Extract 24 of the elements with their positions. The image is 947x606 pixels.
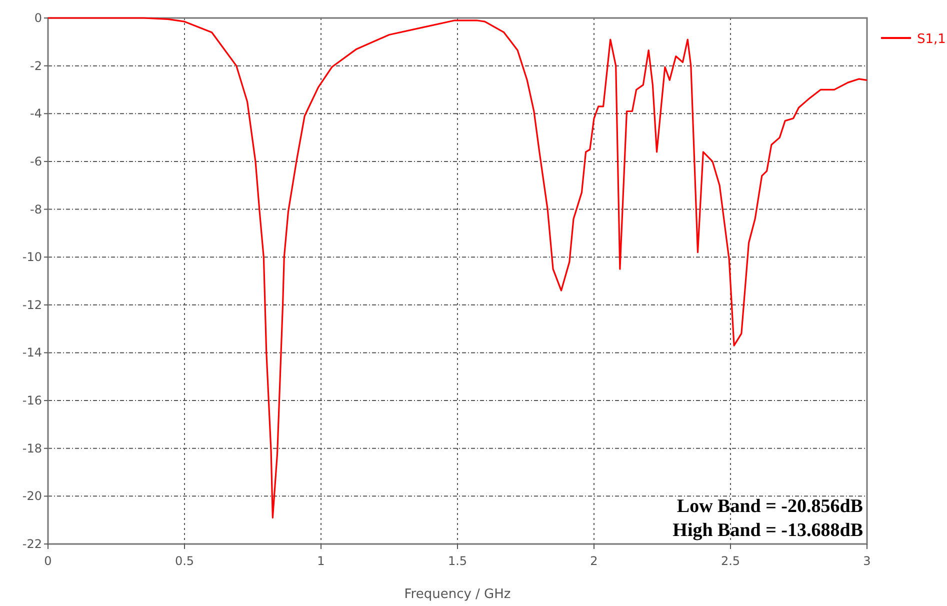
x-axis-title: Frequency / GHz — [404, 587, 511, 602]
x-tick-label: 2.5 — [720, 554, 740, 568]
y-tick-label: -6 — [30, 154, 42, 168]
line-series — [47, 17, 868, 518]
y-tick-label: -10 — [22, 250, 42, 264]
y-tick-label: -4 — [30, 106, 42, 121]
y-tick-label: -20 — [22, 489, 42, 504]
y-tick-label: -14 — [22, 346, 42, 360]
annotation: Low Band = -20.856dB — [676, 496, 864, 517]
y-tick-label: -12 — [22, 298, 42, 312]
legend-label: S1,1 — [917, 32, 946, 47]
y-tick-label: -22 — [22, 537, 42, 551]
x-tick-label: 1 — [317, 554, 325, 568]
annotation: High Band = -13.688dB — [672, 520, 864, 541]
x-tick-label: 1.5 — [448, 554, 468, 568]
y-tick-label: -2 — [30, 58, 42, 73]
y-tick-label: -16 — [22, 394, 42, 408]
x-tick-label: 0.5 — [174, 554, 194, 568]
x-tick-label: 0 — [44, 554, 52, 568]
y-tick-label: -8 — [30, 202, 42, 216]
y-tick-label: 0 — [34, 11, 42, 25]
y-tick-label: -18 — [22, 441, 42, 456]
x-tick-label: 2 — [590, 554, 598, 568]
x-tick-label: 3 — [863, 554, 871, 568]
